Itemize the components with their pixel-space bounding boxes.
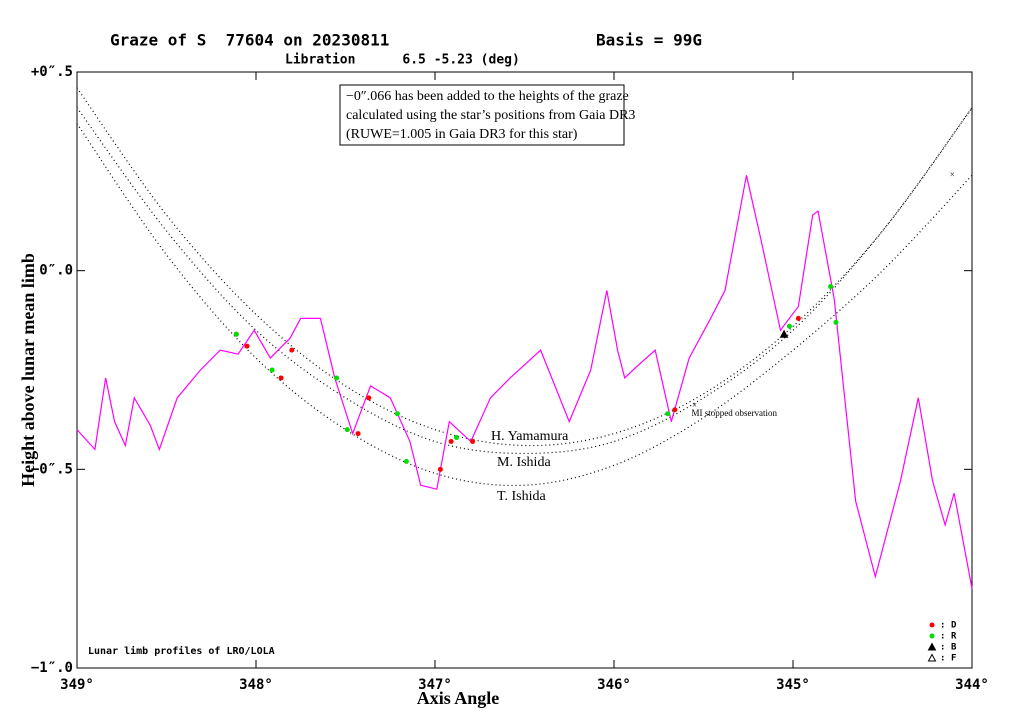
legend-marker [927, 653, 937, 662]
annotation-line: (RUWE=1.005 in Gaia DR3 for this star) [346, 127, 578, 142]
x-tick-label: 346° [597, 677, 631, 693]
y-tick-label: −1″.0 [31, 660, 73, 676]
credit: Lunar limb profiles of LRO/LOLA [88, 645, 275, 657]
legend-label: D [951, 621, 957, 631]
track-line [77, 123, 972, 487]
y-tick-label: +0″.5 [31, 64, 73, 80]
x-axis-label: Axis Angle [417, 688, 500, 708]
annotation-line: −0″.066 has been added to the heights of… [346, 89, 629, 104]
legend-separator: : [940, 621, 945, 631]
x-tick-label: 347° [418, 677, 452, 693]
event-marker [355, 431, 361, 437]
event-marker [672, 407, 678, 413]
event-marker [779, 329, 789, 338]
legend-marker [929, 622, 935, 628]
y-axis-label: Height above lunar mean limb [18, 253, 38, 487]
event-marker [344, 427, 350, 433]
event-marker [470, 439, 476, 445]
event-marker [453, 435, 459, 441]
event-marker [289, 347, 295, 353]
legend-label: F [951, 654, 956, 664]
legend-marker [927, 642, 937, 651]
legend-label: B [951, 643, 957, 653]
event-marker [334, 375, 340, 381]
cross-marker: × [692, 400, 697, 410]
event-marker [233, 331, 239, 337]
y-tick-label: −0″.5 [31, 461, 73, 477]
event-marker [448, 439, 454, 445]
event-marker [786, 323, 792, 329]
event-marker [244, 343, 250, 349]
track-line [77, 107, 972, 455]
x-tick-label: 348° [239, 677, 273, 693]
event-marker [665, 411, 671, 417]
subtitle: Libration 6.5 -5.23 (deg) [285, 53, 520, 68]
event-marker [394, 411, 400, 417]
chart-title: Graze of S 77604 on 20230811 [110, 31, 389, 50]
track-label: H. Yamamura [491, 429, 569, 444]
annotation-box [339, 84, 625, 146]
basis: Basis = 99G [596, 31, 702, 50]
legend-label: R [951, 632, 957, 642]
x-tick-label: 344° [955, 677, 989, 693]
event-marker [278, 375, 284, 381]
legend-separator: : [940, 643, 945, 653]
event-marker [403, 458, 409, 464]
legend-separator: : [940, 632, 945, 642]
cross-marker: × [950, 169, 955, 179]
annotation-line: calculated using the star’s positions fr… [346, 108, 635, 123]
legend-separator: : [940, 654, 945, 664]
event-marker [437, 466, 443, 472]
plot-frame [76, 71, 973, 669]
event-marker [795, 315, 801, 321]
track-label: M. Ishida [497, 455, 551, 470]
event-marker [269, 367, 275, 373]
event-marker [366, 395, 372, 401]
note: MI stopped observation [692, 408, 778, 418]
legend-marker [929, 633, 935, 639]
x-tick-label: 349° [60, 677, 94, 693]
limb-profile [76, 175, 973, 589]
event-marker [828, 284, 834, 290]
x-tick-label: 345° [776, 677, 810, 693]
event-marker [833, 319, 839, 325]
y-tick-label: 0″.0 [39, 263, 73, 279]
track-label: T. Ishida [497, 489, 547, 504]
